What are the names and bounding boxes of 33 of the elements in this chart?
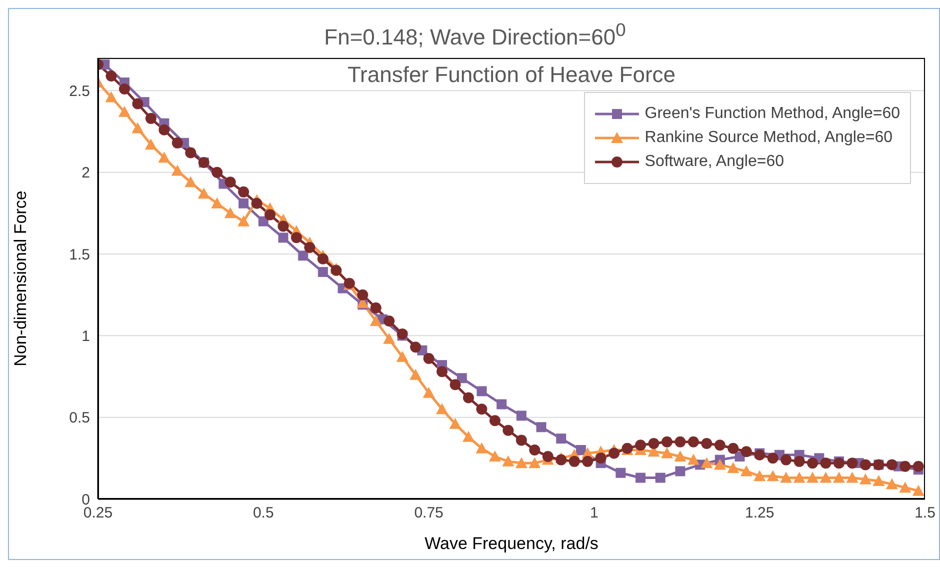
x-axis-title: Wave Frequency, rad/s <box>424 534 598 553</box>
point <box>298 250 308 261</box>
point <box>258 216 268 226</box>
legend-label: Rankine Source Method, Angle=60 <box>644 129 893 147</box>
legend-label: Green's Function Method, Angle=60 <box>644 105 900 123</box>
point <box>616 468 626 478</box>
point <box>576 445 586 455</box>
point <box>476 386 487 396</box>
x-tick-label: 1 <box>590 504 598 522</box>
y-tick-label: 1 <box>82 328 90 345</box>
point <box>556 434 566 444</box>
point <box>318 266 328 277</box>
point <box>675 466 686 476</box>
x-tick-label: 0.5 <box>252 504 274 522</box>
point <box>238 198 249 208</box>
y-tick-label: 2.5 <box>69 82 90 100</box>
point <box>655 472 666 483</box>
y-tick-label: 2 <box>82 164 90 182</box>
point <box>456 373 467 384</box>
point <box>636 472 646 483</box>
point <box>516 410 526 421</box>
legend-label: Software, Angle=60 <box>644 153 784 171</box>
chart-subtitle: Transfer Function of Heave Force <box>346 62 677 88</box>
x-tick-label: 1.5 <box>914 504 936 522</box>
chart-title: Fn=0.148; Wave Direction=60$^{0}$ <box>323 19 627 50</box>
point <box>496 399 507 410</box>
point <box>278 232 288 243</box>
y-axis-title: Non-dimensional Force <box>11 190 30 366</box>
x-tick-label: 0.75 <box>414 504 444 522</box>
x-tick-label: 1.25 <box>745 504 774 522</box>
point <box>536 422 546 432</box>
y-tick-label: 1.5 <box>69 246 90 264</box>
y-tick-label: 0.5 <box>69 410 90 427</box>
